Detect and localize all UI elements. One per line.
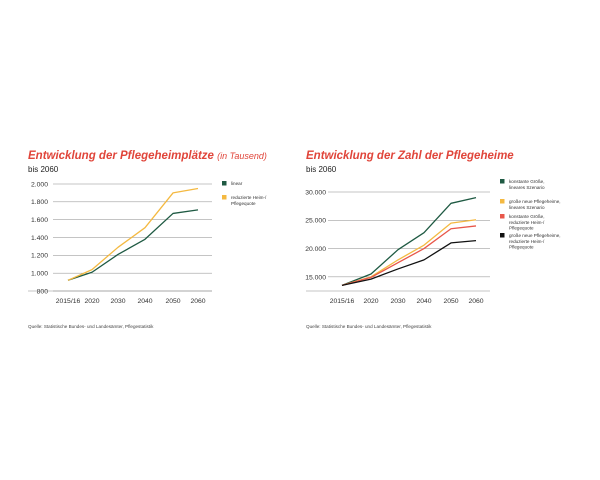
x-tick-label: 2015/16	[330, 298, 355, 305]
y-tick-label: 20.000	[305, 246, 326, 253]
x-tick-label: 2040	[137, 298, 152, 305]
source-left: Quelle: Statistische Bundes- und Landesä…	[28, 324, 154, 329]
legend-marker	[500, 199, 505, 204]
y-tick-label: 1.800	[31, 199, 48, 206]
legend-marker	[500, 179, 505, 184]
x-tick-label: 2050	[443, 298, 458, 305]
y-tick-label: 30.000	[305, 189, 326, 196]
legend-marker	[222, 195, 227, 200]
chart-title-left: Entwicklung der Pflegeheimplätze (in Tau…	[28, 150, 267, 162]
legend-marker	[500, 214, 505, 219]
x-tick-label: 2050	[165, 298, 180, 305]
series-line	[341, 225, 477, 286]
chart-title-right: Entwicklung der Zahl der Pflegeheime	[306, 150, 514, 162]
y-tick-label: 1.200	[31, 253, 48, 260]
chart-subtitle-left: bis 2060	[28, 165, 59, 174]
series-line	[67, 187, 199, 281]
series-line	[341, 219, 477, 286]
legend-label: konstante Größe, reduzierte Heim-/Pflegeq…	[509, 214, 545, 231]
legend-label: konstante Größe, lineares Szenario	[509, 179, 545, 190]
y-tick-label: 1.000	[31, 271, 48, 278]
y-tick-label: 25.000	[305, 218, 326, 225]
series-line	[341, 240, 477, 286]
x-tick-label: 2060	[468, 298, 483, 305]
chart-title-left-unit: (in Tausend)	[217, 151, 267, 161]
legend-label: große neue Pflegeheime, reduzierte Heim-/…	[509, 233, 561, 250]
x-tick-label: 2020	[363, 298, 378, 305]
chart-title-right-text: Entwicklung der Zahl der Pflegeheime	[306, 150, 514, 162]
x-tick-label: 2030	[110, 298, 125, 305]
legend-marker	[222, 181, 227, 186]
chart-title-left-text: Entwicklung der Pflegeheimplätze	[28, 150, 214, 162]
y-tick-label: 2.000	[31, 181, 48, 188]
y-tick-label: 1.400	[31, 235, 48, 242]
y-tick-label: 800	[37, 288, 49, 295]
legend-label: linear	[231, 181, 243, 186]
y-tick-label: 15.000	[305, 274, 326, 281]
legend-marker	[500, 233, 505, 238]
chart-subtitle-right: bis 2060	[306, 165, 337, 174]
x-tick-label: 2020	[84, 298, 99, 305]
source-right: Quelle: Statistische Bundes- und Landesä…	[306, 324, 432, 329]
x-tick-label: 2060	[190, 298, 205, 305]
x-tick-label: 2040	[416, 298, 431, 305]
series-line	[67, 209, 199, 281]
legend-label: große neue Pflegeheime, lineares Szenario	[509, 199, 561, 210]
series-line	[341, 197, 477, 286]
legend-label: reduzierte Heim-/Pflegequote	[231, 195, 267, 206]
y-tick-label: 1.600	[31, 217, 48, 224]
x-tick-label: 2015/16	[56, 298, 81, 305]
x-tick-label: 2030	[390, 298, 405, 305]
